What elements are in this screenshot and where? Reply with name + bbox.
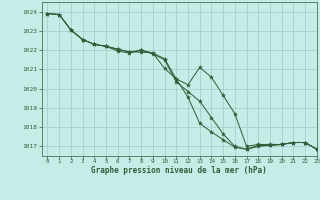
X-axis label: Graphe pression niveau de la mer (hPa): Graphe pression niveau de la mer (hPa) <box>91 166 267 175</box>
